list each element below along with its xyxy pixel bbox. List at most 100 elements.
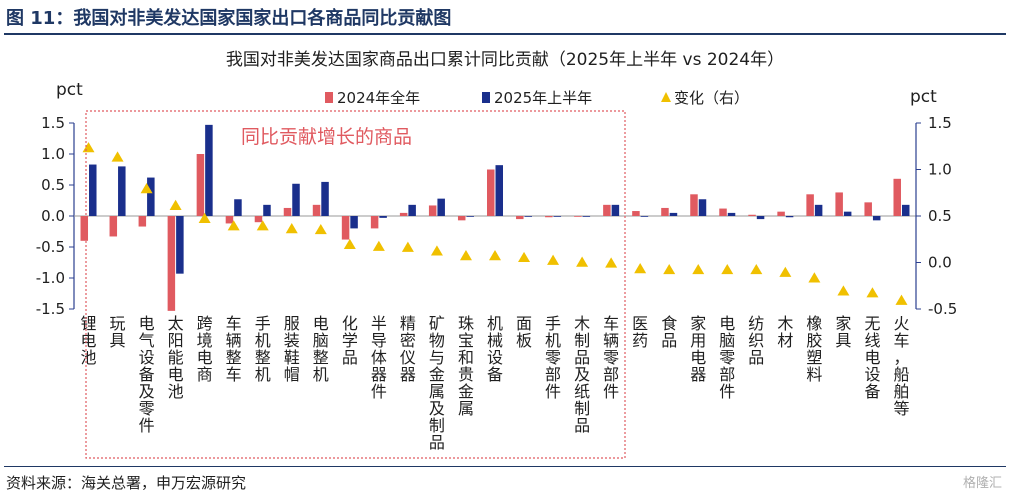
legend-label: 2024年全年 (337, 89, 420, 107)
change-marker (808, 272, 820, 282)
bar-2025 (902, 205, 910, 216)
category-label: 服装鞋帽 (284, 314, 300, 384)
bar-2024 (516, 216, 524, 219)
bar-2025 (147, 178, 155, 216)
bar-2024 (197, 154, 205, 216)
bar-2025 (89, 165, 97, 216)
bar-2025 (321, 182, 329, 216)
change-marker (692, 264, 704, 274)
bar-2025 (641, 216, 649, 217)
watermark: 格隆汇 (963, 472, 1002, 491)
bar-2025 (815, 205, 823, 216)
right-axis-unit: pct (910, 87, 937, 107)
category-label: 食品 (661, 314, 677, 350)
figure-title: 图 11：我国对非美发达国家国家出口各商品同比贡献图 (6, 4, 451, 30)
change-marker (866, 287, 878, 297)
change-marker (112, 151, 124, 161)
left-tick-label: 0.5 (41, 176, 65, 194)
category-label: 木制品及纸制品 (574, 314, 590, 435)
right-axis: 1.51.00.50.0-0.5 (916, 114, 957, 318)
bar-2024 (255, 216, 262, 222)
bar-2025 (350, 216, 358, 228)
legend: 2024年全年 2025年上半年 变化（右） (325, 89, 749, 107)
change-marker (344, 239, 356, 249)
category-label: 纺织品 (748, 314, 764, 367)
bar-2024 (835, 192, 843, 216)
bar-2025 (496, 165, 504, 216)
bar-2025 (205, 125, 213, 216)
bar-2024 (284, 208, 292, 216)
bar-2025 (670, 213, 678, 216)
category-labels: 锂电池玩具电气设备及零件太阳能电池跨境电商车辆整车手机整机服装鞋帽电脑整机化学品… (81, 314, 910, 452)
category-label: 家用电器 (690, 314, 706, 384)
change-marker (721, 264, 733, 274)
bar-2024 (661, 208, 669, 216)
chart: 我国对非美发达国家商品出口累计同比贡献（2025年上半年 vs 2024年） p… (0, 36, 1010, 466)
right-tick-label: 1.0 (928, 161, 952, 179)
category-label: 手机零部件 (545, 314, 561, 401)
category-label: 无线电设备 (864, 314, 880, 401)
bar-2025 (176, 216, 184, 274)
highlight-annotation: 同比贡献增长的商品 (241, 126, 412, 148)
bar-2025 (786, 216, 794, 217)
right-tick-label: -0.5 (928, 300, 957, 318)
category-label: 化学品 (342, 314, 358, 367)
bar-2025 (525, 216, 533, 217)
change-marker (431, 245, 443, 255)
category-label: 面板 (516, 314, 532, 350)
bar-2025 (583, 216, 591, 217)
change-marker (460, 250, 472, 260)
category-label: 手机整机 (255, 314, 271, 384)
bar-2025 (292, 184, 300, 216)
series-2025-bars (89, 125, 909, 274)
bar-2025 (757, 216, 765, 219)
bar-2025 (437, 199, 445, 216)
bar-2025 (118, 166, 126, 216)
category-label: 电气设备及零件 (139, 314, 155, 435)
change-marker (489, 250, 501, 260)
change-marker (315, 224, 327, 234)
category-label: 矿物与金属及制品 (429, 314, 445, 452)
bar-2024 (719, 209, 727, 216)
change-marker (518, 252, 530, 262)
right-tick-label: 0.0 (928, 254, 952, 272)
bar-2024 (545, 216, 553, 217)
bar-2024 (139, 216, 147, 227)
bar-2025 (699, 199, 707, 216)
left-tick-label: 1.5 (41, 114, 65, 132)
left-tick-label: -1.0 (36, 269, 65, 287)
change-marker (779, 267, 791, 277)
bar-2024 (864, 202, 872, 216)
change-marker (286, 223, 298, 233)
bar-2024 (574, 216, 582, 217)
bar-2025 (873, 216, 881, 220)
bar-2024 (487, 170, 495, 217)
category-label: 电脑整机 (313, 314, 329, 384)
bar-2025 (612, 205, 620, 216)
bar-2024 (806, 194, 814, 216)
category-label: 橡胶塑料 (806, 314, 822, 384)
footer-rule (4, 466, 1006, 467)
bar-2024 (342, 216, 350, 240)
change-marker (895, 295, 907, 305)
bar-2024 (400, 213, 408, 216)
right-tick-label: 0.5 (928, 207, 952, 225)
bar-2024 (777, 212, 785, 216)
legend-swatch (661, 92, 671, 102)
category-label: 太阳能电池 (168, 314, 184, 401)
change-marker (837, 285, 849, 295)
category-label: 车辆零部件 (603, 314, 619, 401)
bar-2025 (554, 216, 562, 217)
bar-2024 (603, 205, 611, 216)
bar-2025 (379, 216, 387, 218)
bar-2025 (844, 212, 852, 216)
category-label: 半导体器件 (371, 314, 387, 401)
change-marker (402, 242, 414, 252)
bar-2025 (408, 205, 416, 216)
bar-2025 (466, 216, 474, 217)
change-marker (170, 200, 182, 210)
change-marker (605, 257, 617, 267)
chart-title: 我国对非美发达国家商品出口累计同比贡献（2025年上半年 vs 2024年） (226, 50, 784, 70)
category-label: 玩具 (110, 314, 126, 350)
